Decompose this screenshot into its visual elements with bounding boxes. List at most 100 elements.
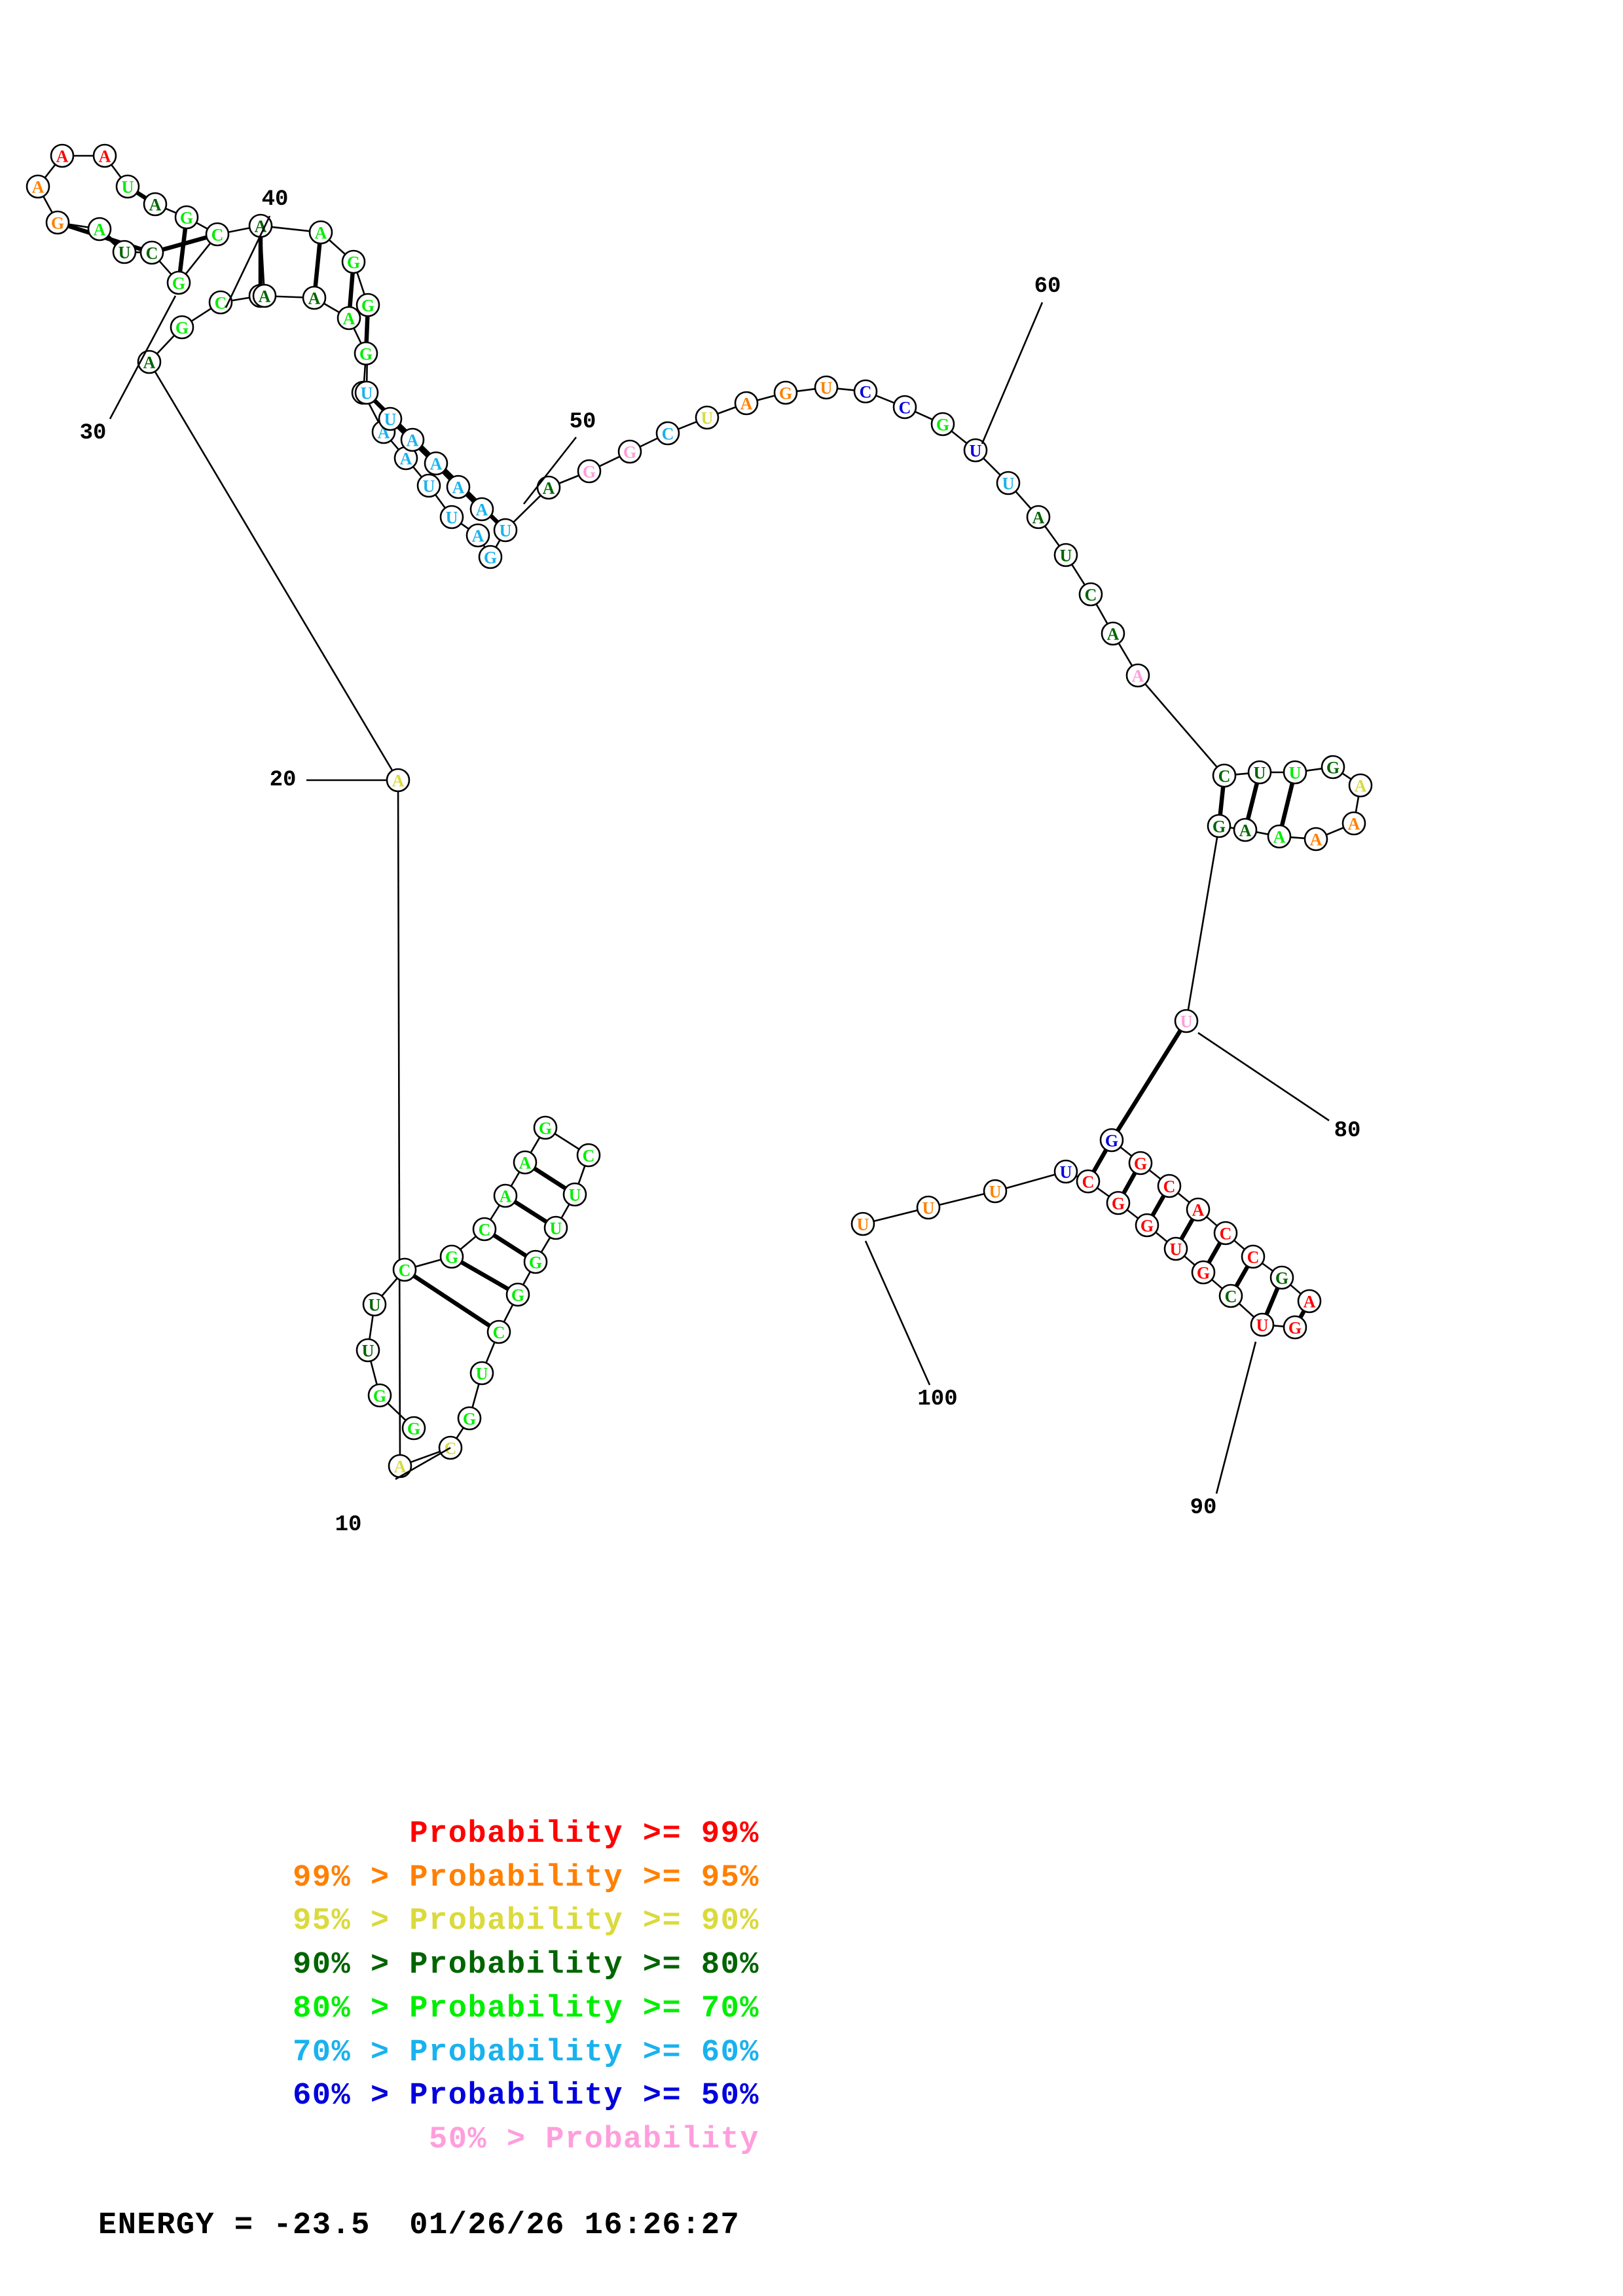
nucleotide[interactable]: A: [137, 350, 162, 374]
nucleotide[interactable]: C: [472, 1217, 497, 1242]
nucleotide[interactable]: U: [1163, 1236, 1188, 1261]
nucleotide[interactable]: C: [892, 395, 917, 420]
nucleotide[interactable]: C: [139, 240, 164, 265]
nucleotide[interactable]: U: [916, 1195, 941, 1220]
nucleotide[interactable]: U: [850, 1211, 875, 1236]
nucleotide[interactable]: U: [695, 405, 720, 430]
nucleotide[interactable]: G: [505, 1282, 530, 1307]
nucleotide[interactable]: A: [1233, 817, 1258, 842]
nucleotide[interactable]: U: [1174, 1009, 1199, 1033]
nucleotide[interactable]: G: [523, 1249, 548, 1274]
nucleotide[interactable]: U: [1283, 760, 1307, 785]
nucleotide[interactable]: G: [577, 459, 602, 484]
nucleotide[interactable]: U: [963, 438, 988, 463]
nucleotide[interactable]: C: [1213, 1221, 1238, 1246]
nucleotide[interactable]: A: [50, 143, 75, 168]
nucleotide[interactable]: C: [486, 1319, 511, 1344]
nucleotide[interactable]: G: [354, 341, 378, 366]
nucleotide[interactable]: G: [1191, 1260, 1216, 1285]
nucleotide[interactable]: G: [478, 545, 503, 569]
nucleotide[interactable]: G: [1207, 814, 1231, 838]
nucleotide[interactable]: C: [1078, 582, 1103, 607]
nucleotide[interactable]: G: [1269, 1265, 1294, 1290]
nucleotide[interactable]: U: [1247, 760, 1272, 785]
nucleotide[interactable]: G: [1099, 1128, 1124, 1153]
nucleotide[interactable]: U: [378, 406, 403, 431]
nucleotide[interactable]: G: [439, 1244, 464, 1269]
nucleotide[interactable]: G: [45, 210, 70, 235]
nucleotide[interactable]: G: [166, 270, 191, 295]
nucleotide[interactable]: C: [205, 222, 230, 247]
nucleotide[interactable]: A: [1026, 505, 1051, 529]
nucleotide[interactable]: U: [983, 1179, 1008, 1204]
nucleotide[interactable]: A: [87, 217, 112, 242]
nucleotide[interactable]: G: [170, 315, 194, 340]
nucleotide[interactable]: U: [362, 1292, 387, 1317]
nucleotide[interactable]: U: [112, 240, 137, 264]
nucleotide[interactable]: U: [469, 1361, 494, 1386]
nucleotide[interactable]: C: [208, 290, 233, 315]
nucleotide[interactable]: A: [337, 306, 361, 331]
nucleotide[interactable]: A: [1101, 621, 1125, 646]
nucleotide[interactable]: A: [386, 768, 410, 793]
nucleotide[interactable]: A: [493, 1183, 518, 1208]
nucleotide[interactable]: A: [1186, 1197, 1211, 1222]
nucleotide[interactable]: G: [533, 1115, 558, 1140]
nucleotide[interactable]: G: [773, 380, 798, 405]
nucleotide[interactable]: U: [1053, 1159, 1078, 1184]
nucleotide[interactable]: A: [1125, 663, 1150, 688]
nucleotide[interactable]: A: [252, 283, 277, 308]
nucleotide[interactable]: U: [562, 1182, 587, 1207]
nucleotide[interactable]: U: [356, 1338, 380, 1363]
nucleotide[interactable]: A: [1341, 811, 1366, 836]
nucleotide[interactable]: U: [1053, 543, 1078, 567]
nucleotide[interactable]: A: [26, 174, 50, 199]
nucleotide[interactable]: C: [1218, 1283, 1243, 1308]
nucleotide[interactable]: A: [465, 523, 490, 548]
nucleotide[interactable]: G: [356, 293, 380, 317]
nucleotide[interactable]: A: [469, 497, 494, 522]
nucleotide[interactable]: G: [457, 1406, 482, 1431]
nucleotide[interactable]: G: [1106, 1191, 1131, 1215]
nucleotide[interactable]: C: [1212, 763, 1237, 788]
nucleotide[interactable]: A: [513, 1150, 538, 1175]
nucleotide[interactable]: A: [446, 475, 471, 499]
nucleotide[interactable]: A: [734, 391, 759, 416]
nucleotide[interactable]: A: [1267, 824, 1292, 849]
nucleotide[interactable]: G: [174, 205, 199, 230]
nucleotide[interactable]: A: [143, 192, 168, 217]
nucleotide[interactable]: U: [996, 471, 1021, 495]
nucleotide[interactable]: G: [617, 439, 642, 464]
nucleotide[interactable]: G: [401, 1416, 426, 1441]
nucleotide[interactable]: U: [1250, 1312, 1275, 1337]
nucleotide[interactable]: A: [400, 427, 425, 452]
nucleotide[interactable]: A: [308, 220, 333, 245]
nucleotide[interactable]: C: [853, 379, 878, 404]
nucleotide[interactable]: C: [576, 1143, 601, 1168]
nucleotide[interactable]: U: [115, 174, 140, 199]
nucleotide[interactable]: U: [543, 1215, 568, 1240]
nucleotide[interactable]: C: [655, 421, 680, 446]
nucleotide[interactable]: A: [248, 213, 273, 238]
nucleotide[interactable]: U: [814, 375, 839, 400]
nucleotide[interactable]: C: [1241, 1244, 1266, 1269]
nucleotide[interactable]: A: [388, 1454, 412, 1479]
nucleotide[interactable]: A: [1297, 1289, 1322, 1314]
nucleotide[interactable]: U: [416, 473, 441, 498]
nucleotide[interactable]: C: [1076, 1169, 1101, 1194]
nucleotide[interactable]: G: [367, 1383, 392, 1408]
nucleotide[interactable]: A: [536, 475, 561, 500]
nucleotide[interactable]: A: [1348, 773, 1373, 798]
nucleotide[interactable]: G: [1321, 755, 1345, 780]
nucleotide[interactable]: A: [424, 451, 448, 476]
nucleotide[interactable]: G: [341, 249, 366, 274]
nucleotide[interactable]: C: [392, 1257, 417, 1282]
nucleotide[interactable]: A: [92, 143, 117, 168]
nucleotide[interactable]: A: [302, 285, 327, 310]
nucleotide[interactable]: A: [1304, 827, 1328, 852]
nucleotide[interactable]: U: [354, 380, 379, 405]
nucleotide[interactable]: G: [1135, 1213, 1159, 1238]
nucleotide[interactable]: U: [493, 518, 518, 543]
nucleotide[interactable]: G: [930, 412, 955, 437]
nucleotide[interactable]: G: [1128, 1151, 1153, 1175]
